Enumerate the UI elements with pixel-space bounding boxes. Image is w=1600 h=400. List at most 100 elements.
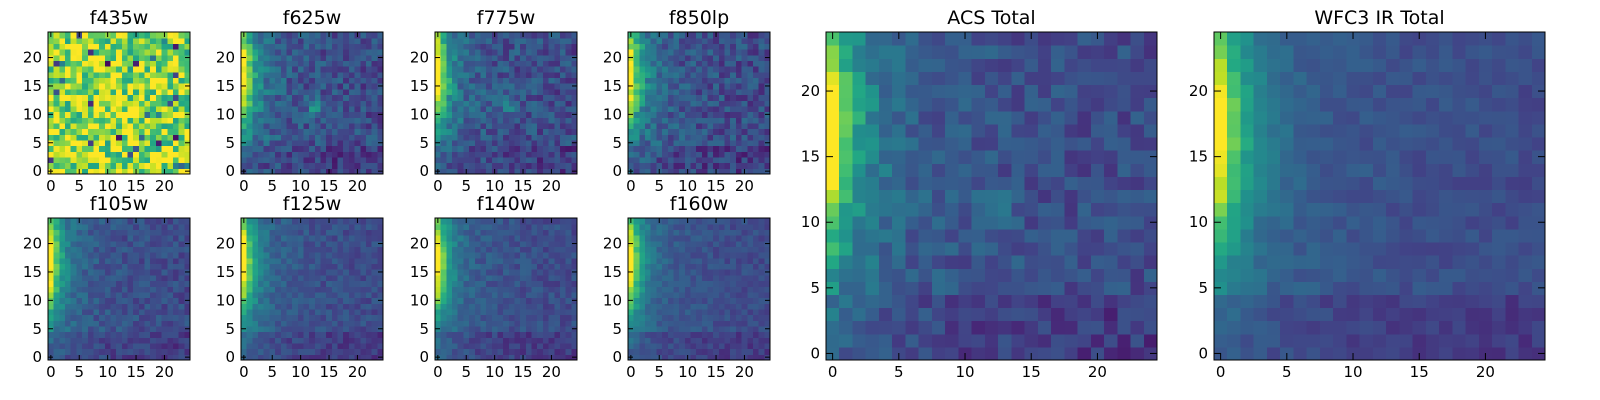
heatmap-cell [269, 325, 276, 333]
heatmap-cell [286, 49, 293, 56]
heatmap-cell [93, 269, 100, 276]
heatmap-cell [667, 337, 675, 344]
y-tick-label: 10 [23, 105, 42, 123]
heatmap-cell [286, 303, 293, 310]
heatmap-cell [70, 105, 77, 113]
heatmap-cell [758, 291, 765, 299]
heatmap-cell [263, 291, 270, 299]
heatmap-cell [667, 156, 675, 164]
heatmap-cell [480, 314, 487, 321]
heatmap-cell [673, 291, 680, 299]
heatmap-cell [258, 286, 265, 293]
heatmap-cell [724, 71, 731, 79]
heatmap-cell [696, 274, 703, 282]
heatmap-cell [246, 122, 253, 130]
heatmap-cell [684, 331, 692, 338]
heatmap-cell [144, 156, 151, 164]
heatmap-cell [275, 308, 282, 316]
heatmap-cell [110, 60, 117, 67]
heatmap-cell [508, 49, 516, 56]
heatmap-cell [633, 71, 640, 79]
heatmap-cell [565, 308, 572, 316]
heatmap-cell [718, 128, 726, 135]
heatmap-cell [656, 145, 663, 152]
heatmap-cell [178, 54, 185, 61]
heatmap-cell [121, 66, 129, 73]
heatmap-cell [161, 257, 168, 265]
heatmap-cell [326, 156, 333, 164]
heatmap-cell [65, 88, 72, 96]
heatmap-cell [718, 139, 726, 147]
heatmap-cell [650, 354, 657, 361]
heatmap-cell [354, 308, 361, 316]
heatmap-cell [155, 100, 163, 107]
heatmap-cell [542, 308, 550, 316]
heatmap-cell [178, 111, 185, 118]
heatmap-cell [292, 32, 299, 39]
heatmap-cell [503, 240, 510, 247]
heatmap-cell [343, 43, 350, 50]
heatmap-cell [70, 117, 77, 124]
heatmap-cell [258, 331, 265, 338]
heatmap-cell [520, 83, 527, 90]
heatmap-cell [275, 223, 282, 230]
heatmap-cell [76, 100, 83, 107]
heatmap-cell [263, 314, 270, 321]
heatmap-cell [155, 111, 163, 118]
heatmap-cell [713, 286, 720, 293]
heatmap-cell [559, 320, 567, 327]
heatmap-cell [701, 325, 709, 333]
heatmap-cell [554, 240, 561, 247]
heatmap-cell [679, 66, 686, 73]
heatmap-cell [150, 257, 157, 265]
x-tick-label: 5 [74, 363, 84, 381]
heatmap-cell [104, 280, 112, 287]
heatmap-cell [514, 280, 521, 287]
heatmap-cell [435, 156, 442, 164]
heatmap-cell [457, 286, 464, 293]
heatmap-cell [172, 94, 180, 101]
heatmap-cell [679, 303, 686, 310]
heatmap-cell [684, 280, 692, 287]
heatmap-cell [337, 49, 344, 56]
heatmap-cell [303, 117, 310, 124]
heatmap-cell [354, 83, 361, 90]
heatmap-cell [241, 100, 248, 107]
heatmap-cell [127, 331, 134, 338]
heatmap-cell [263, 37, 270, 44]
heatmap-cell [82, 88, 89, 96]
heatmap-cell [65, 49, 72, 56]
heatmap-cell [59, 151, 66, 158]
heatmap-cell [48, 145, 55, 152]
heatmap-cell [435, 280, 442, 287]
heatmap-cell [457, 49, 464, 56]
heatmap-cell [463, 83, 470, 90]
heatmap-cell [269, 240, 276, 247]
heatmap-cell [525, 229, 533, 236]
heatmap-cell [525, 122, 533, 130]
heatmap-cell [371, 252, 378, 259]
heatmap-cell [520, 66, 527, 73]
heatmap-cell [144, 280, 151, 287]
heatmap-cell [320, 246, 327, 253]
heatmap-cell [343, 139, 350, 147]
heatmap-cell [656, 66, 663, 73]
heatmap-cell [110, 105, 117, 113]
heatmap-cell [486, 60, 493, 67]
heatmap-cell [178, 240, 185, 247]
heatmap-cell [724, 128, 731, 135]
heatmap-cell [59, 43, 66, 50]
heatmap-cell [747, 297, 754, 304]
heatmap-cell [656, 342, 663, 350]
heatmap-cell [667, 291, 675, 299]
heatmap-cell [161, 139, 168, 147]
heatmap-cell [752, 122, 760, 130]
heatmap-cell [463, 240, 470, 247]
heatmap-cell [690, 128, 697, 135]
axes-frame [47, 217, 191, 361]
heatmap-cell [525, 105, 533, 113]
heatmap-cell [667, 105, 675, 113]
heatmap-cell [514, 257, 521, 265]
heatmap-cell [133, 111, 140, 118]
heatmap-cell [747, 303, 754, 310]
